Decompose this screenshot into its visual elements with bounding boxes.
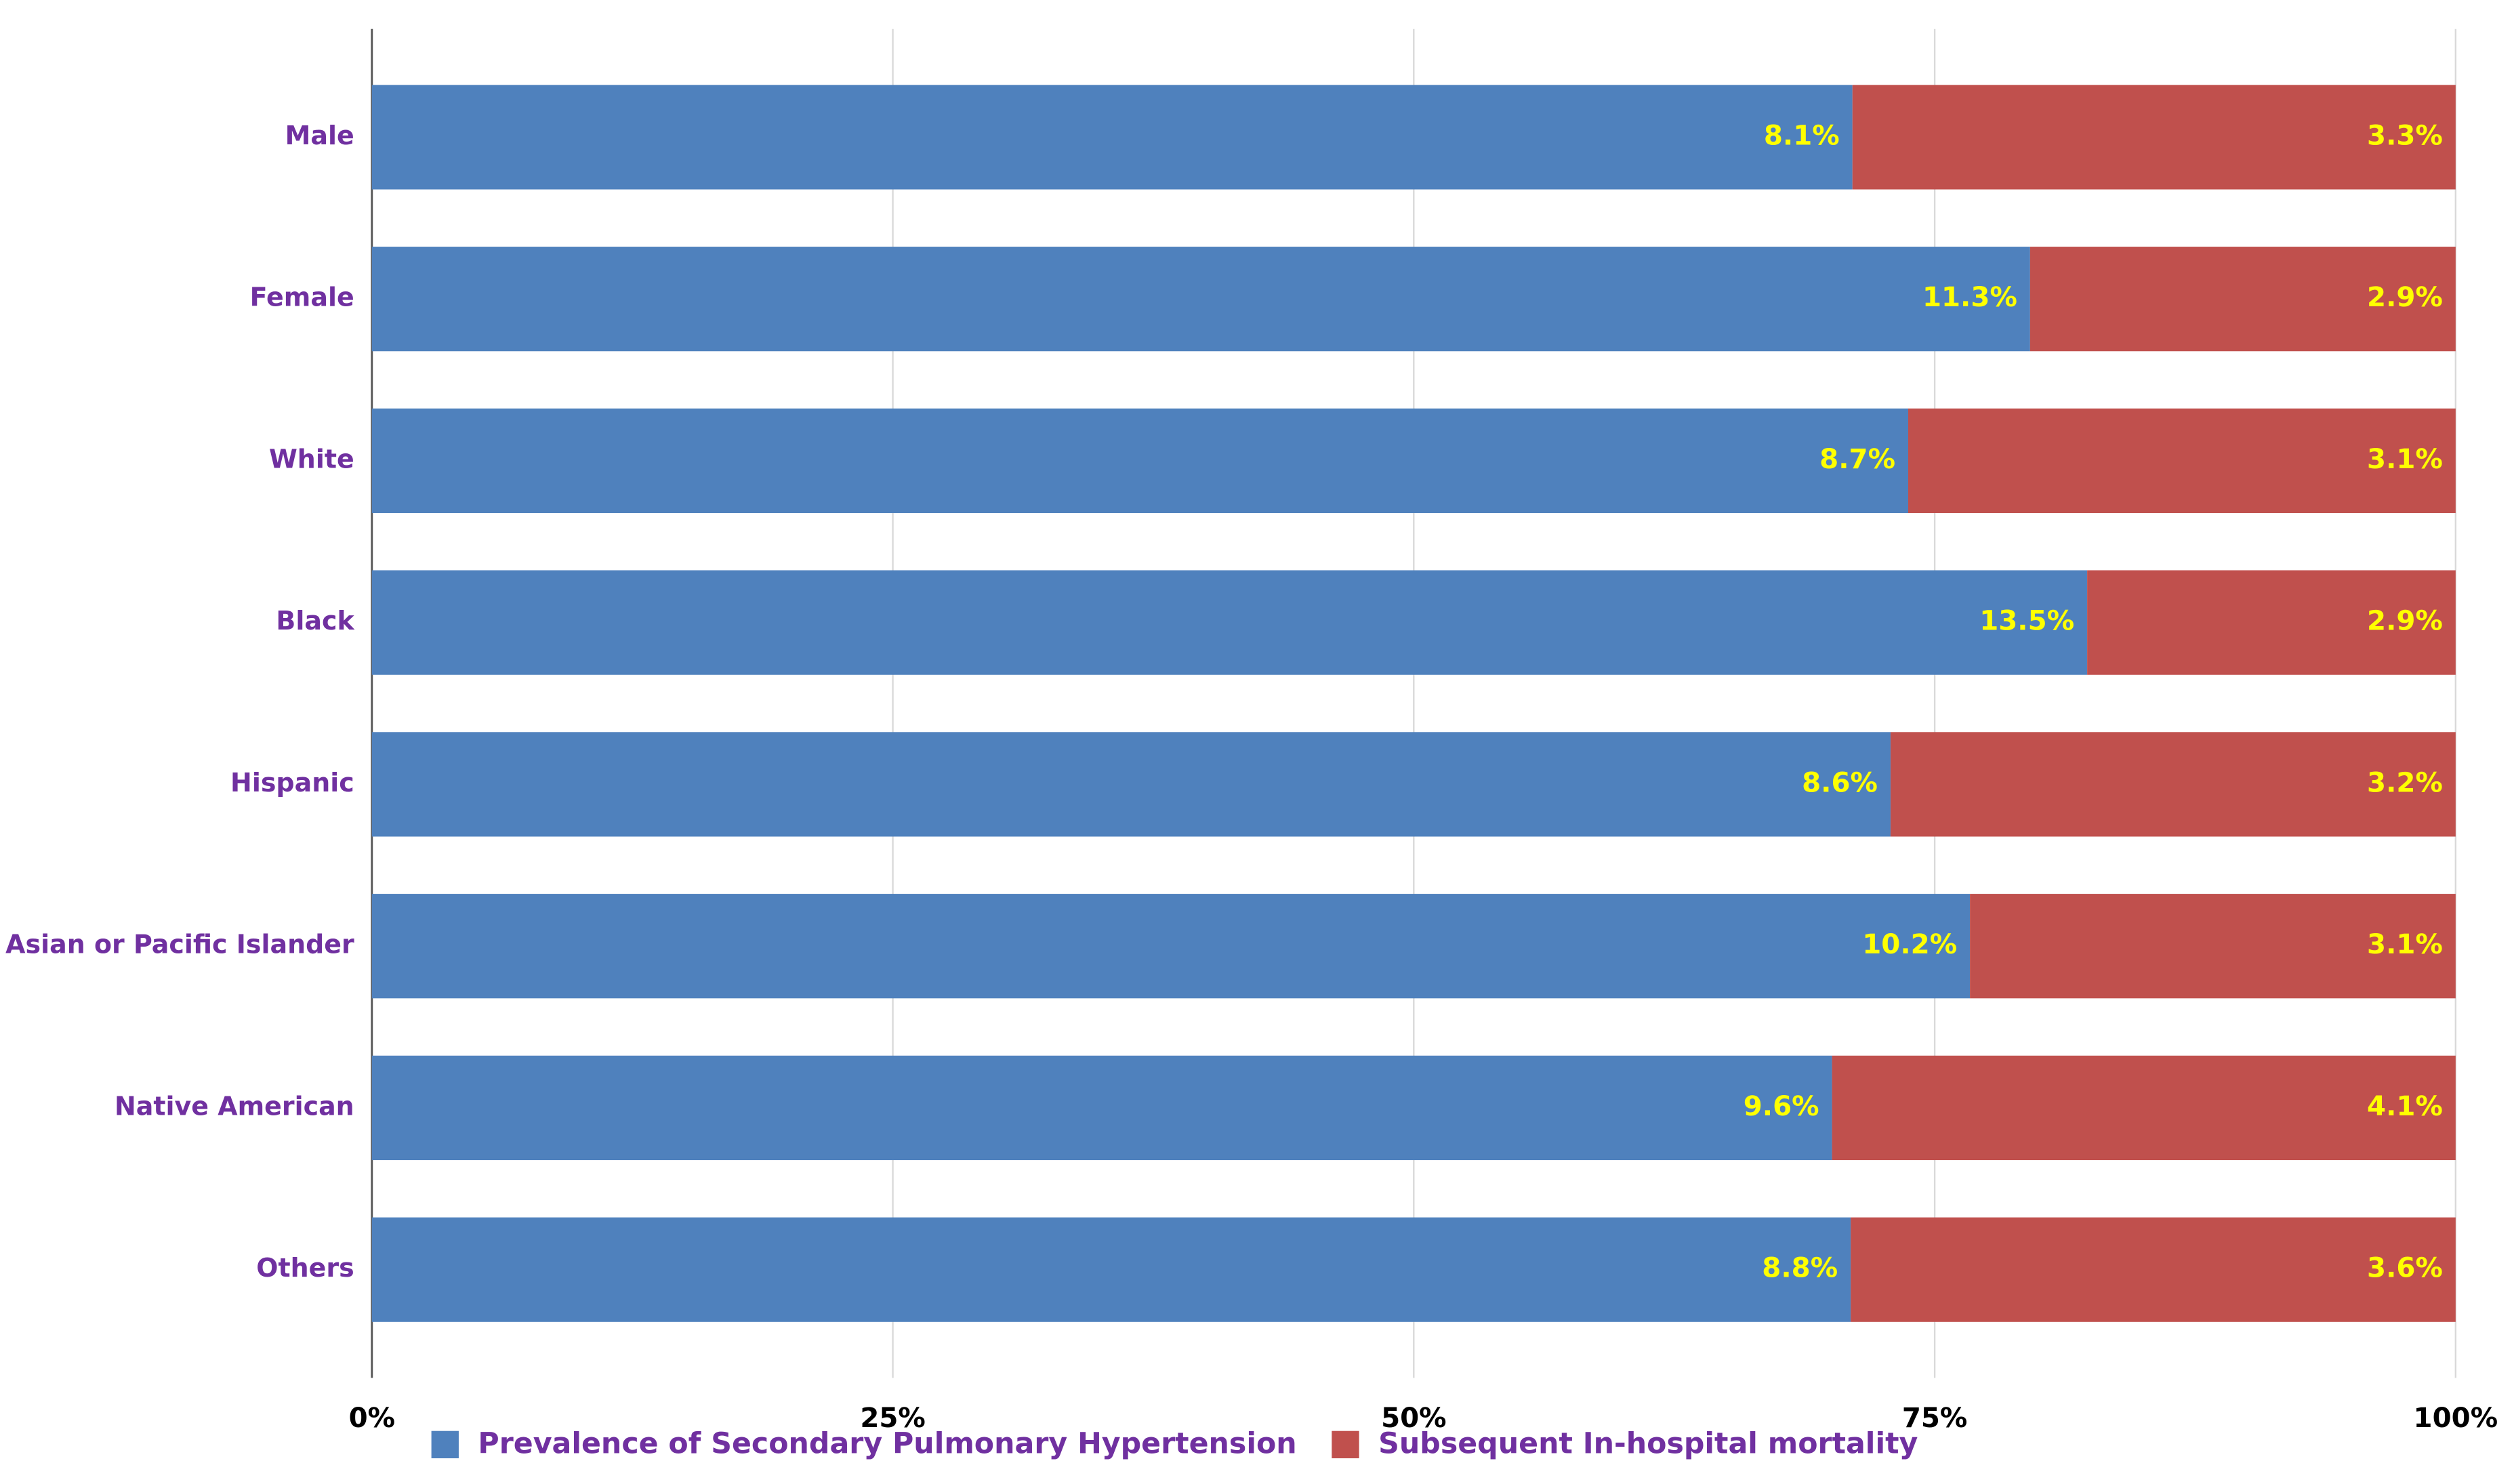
data-label: 2.9% bbox=[2367, 605, 2443, 637]
bar-segment bbox=[1851, 1217, 2456, 1322]
bar-segment bbox=[371, 732, 1891, 837]
bar-segment bbox=[1970, 894, 2456, 999]
x-tick-label: 75% bbox=[1902, 1402, 1968, 1434]
y-tick-label: White bbox=[269, 444, 354, 474]
data-label: 3.2% bbox=[2367, 766, 2443, 798]
bar-segment bbox=[2087, 570, 2456, 675]
bar-segment bbox=[1890, 732, 2456, 837]
legend-swatch bbox=[431, 1430, 459, 1459]
y-tick-label: Black bbox=[276, 606, 354, 636]
data-label: 11.3% bbox=[1922, 281, 2017, 313]
bar-segment bbox=[371, 247, 2030, 352]
data-label: 10.2% bbox=[1862, 928, 1957, 960]
bar-segment bbox=[371, 1055, 1832, 1161]
data-label: 3.6% bbox=[2367, 1252, 2443, 1284]
x-tick-label: 100% bbox=[2414, 1402, 2498, 1434]
data-label: 8.6% bbox=[1802, 766, 1878, 798]
data-label: 2.9% bbox=[2367, 281, 2443, 313]
y-tick-label: Hispanic bbox=[230, 768, 354, 798]
x-tick-label: 50% bbox=[1381, 1402, 1447, 1434]
x-tick-label: 25% bbox=[860, 1402, 926, 1434]
data-label: 8.8% bbox=[1762, 1252, 1838, 1284]
data-label: 3.1% bbox=[2367, 928, 2443, 960]
y-tick-label: Native American bbox=[115, 1091, 354, 1121]
bar-segment bbox=[371, 85, 1853, 190]
bar-segment bbox=[371, 894, 1971, 999]
bar-segment bbox=[371, 1217, 1851, 1322]
bar-segment bbox=[1832, 1055, 2456, 1161]
y-tick-label: Female bbox=[250, 283, 354, 312]
bar-segment bbox=[371, 408, 1909, 514]
data-label: 9.6% bbox=[1744, 1090, 1819, 1122]
bar-segment bbox=[1852, 85, 2456, 190]
bar-segment bbox=[2029, 247, 2456, 352]
x-tick-label: 0% bbox=[349, 1402, 395, 1434]
y-tick-label: Asian or Pacific Islander bbox=[5, 930, 354, 960]
legend-label: Prevalence of Secondary Pulmonary Hypert… bbox=[478, 1427, 1296, 1461]
y-tick-label: Male bbox=[285, 121, 354, 150]
data-label: 3.1% bbox=[2367, 443, 2443, 475]
bar-segment bbox=[371, 570, 2088, 675]
legend-swatch bbox=[1332, 1430, 1359, 1459]
data-label: 13.5% bbox=[1979, 605, 2074, 637]
data-label: 4.1% bbox=[2367, 1090, 2443, 1122]
y-tick-label: Others bbox=[256, 1253, 354, 1283]
bar-segment bbox=[1908, 408, 2456, 514]
data-label: 8.1% bbox=[1764, 119, 1840, 151]
legend-label: Subsequent In-hospital mortality bbox=[1378, 1427, 1918, 1461]
data-label: 3.3% bbox=[2367, 119, 2443, 151]
data-label: 8.7% bbox=[1819, 443, 1895, 475]
